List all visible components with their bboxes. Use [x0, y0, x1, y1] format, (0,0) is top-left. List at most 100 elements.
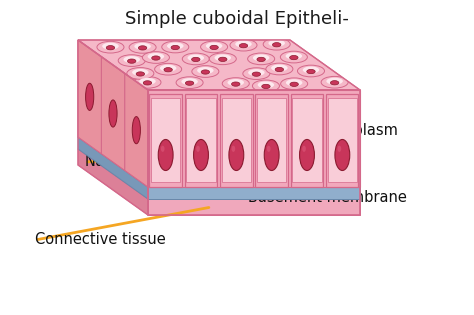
- Ellipse shape: [286, 79, 302, 86]
- Ellipse shape: [128, 59, 136, 63]
- Polygon shape: [78, 149, 148, 215]
- Ellipse shape: [263, 38, 290, 50]
- Ellipse shape: [188, 54, 204, 61]
- Ellipse shape: [235, 41, 252, 48]
- Ellipse shape: [290, 82, 298, 86]
- Polygon shape: [220, 94, 253, 187]
- Ellipse shape: [222, 78, 249, 89]
- Ellipse shape: [266, 63, 293, 75]
- Ellipse shape: [185, 81, 194, 85]
- Text: Basement membrane: Basement membrane: [248, 190, 407, 204]
- Polygon shape: [222, 98, 251, 182]
- Ellipse shape: [262, 84, 270, 89]
- Ellipse shape: [86, 83, 94, 111]
- Text: Nucleus: Nucleus: [85, 154, 144, 169]
- Ellipse shape: [298, 65, 325, 77]
- Ellipse shape: [327, 78, 343, 85]
- Ellipse shape: [118, 55, 145, 66]
- Ellipse shape: [215, 54, 231, 61]
- Polygon shape: [292, 98, 322, 182]
- Ellipse shape: [161, 146, 164, 152]
- Ellipse shape: [132, 117, 140, 144]
- Ellipse shape: [281, 78, 308, 89]
- Ellipse shape: [176, 77, 203, 89]
- Ellipse shape: [337, 146, 341, 152]
- Ellipse shape: [201, 70, 210, 74]
- Ellipse shape: [219, 57, 227, 61]
- Polygon shape: [78, 40, 101, 154]
- Ellipse shape: [106, 46, 115, 50]
- Polygon shape: [78, 137, 148, 199]
- Ellipse shape: [201, 41, 228, 53]
- Ellipse shape: [167, 43, 183, 49]
- Ellipse shape: [182, 78, 198, 85]
- Ellipse shape: [123, 56, 140, 63]
- Polygon shape: [186, 98, 216, 182]
- Ellipse shape: [209, 53, 236, 65]
- Ellipse shape: [335, 140, 350, 170]
- Ellipse shape: [248, 69, 264, 76]
- Ellipse shape: [206, 43, 222, 49]
- Ellipse shape: [136, 72, 145, 76]
- Ellipse shape: [162, 41, 189, 53]
- Ellipse shape: [196, 146, 200, 152]
- Ellipse shape: [109, 100, 117, 127]
- Ellipse shape: [253, 54, 269, 61]
- Ellipse shape: [158, 140, 173, 170]
- Ellipse shape: [197, 67, 214, 74]
- Ellipse shape: [303, 66, 319, 73]
- Ellipse shape: [302, 146, 306, 152]
- Ellipse shape: [300, 140, 314, 170]
- Ellipse shape: [193, 140, 209, 170]
- Ellipse shape: [164, 68, 173, 72]
- Polygon shape: [101, 57, 125, 170]
- Ellipse shape: [280, 51, 307, 63]
- Ellipse shape: [139, 78, 156, 85]
- Ellipse shape: [231, 146, 235, 152]
- Ellipse shape: [143, 81, 152, 85]
- Polygon shape: [151, 98, 180, 182]
- Ellipse shape: [160, 65, 176, 72]
- Ellipse shape: [247, 53, 274, 65]
- Ellipse shape: [155, 63, 182, 75]
- Ellipse shape: [230, 39, 257, 51]
- Polygon shape: [149, 94, 182, 187]
- Ellipse shape: [275, 67, 283, 72]
- Ellipse shape: [253, 80, 280, 92]
- Text: Simple cuboidal Epitheli-: Simple cuboidal Epitheli-: [125, 10, 349, 28]
- Text: Connective tissue: Connective tissue: [35, 232, 166, 248]
- Ellipse shape: [134, 77, 161, 88]
- Ellipse shape: [148, 53, 164, 60]
- Polygon shape: [255, 94, 288, 187]
- Text: Cytoplasm: Cytoplasm: [320, 123, 398, 138]
- Ellipse shape: [264, 140, 279, 170]
- Ellipse shape: [134, 43, 151, 50]
- Polygon shape: [148, 187, 360, 199]
- Polygon shape: [78, 40, 148, 187]
- Ellipse shape: [271, 65, 288, 72]
- Ellipse shape: [321, 77, 348, 88]
- Polygon shape: [125, 73, 148, 187]
- Ellipse shape: [267, 146, 271, 152]
- Ellipse shape: [138, 46, 147, 50]
- Ellipse shape: [171, 45, 180, 50]
- Polygon shape: [257, 98, 286, 182]
- Ellipse shape: [192, 66, 219, 77]
- Ellipse shape: [290, 55, 298, 60]
- Ellipse shape: [210, 45, 219, 49]
- Polygon shape: [78, 149, 360, 199]
- Ellipse shape: [142, 52, 169, 63]
- Polygon shape: [78, 40, 360, 90]
- Ellipse shape: [307, 69, 315, 74]
- Ellipse shape: [243, 68, 270, 79]
- Polygon shape: [291, 94, 323, 187]
- Ellipse shape: [152, 56, 160, 60]
- Ellipse shape: [228, 79, 244, 86]
- Ellipse shape: [102, 43, 118, 49]
- Ellipse shape: [258, 81, 274, 88]
- Ellipse shape: [232, 82, 240, 86]
- Ellipse shape: [191, 57, 200, 61]
- Ellipse shape: [257, 57, 265, 61]
- Ellipse shape: [268, 40, 285, 47]
- Ellipse shape: [132, 69, 149, 76]
